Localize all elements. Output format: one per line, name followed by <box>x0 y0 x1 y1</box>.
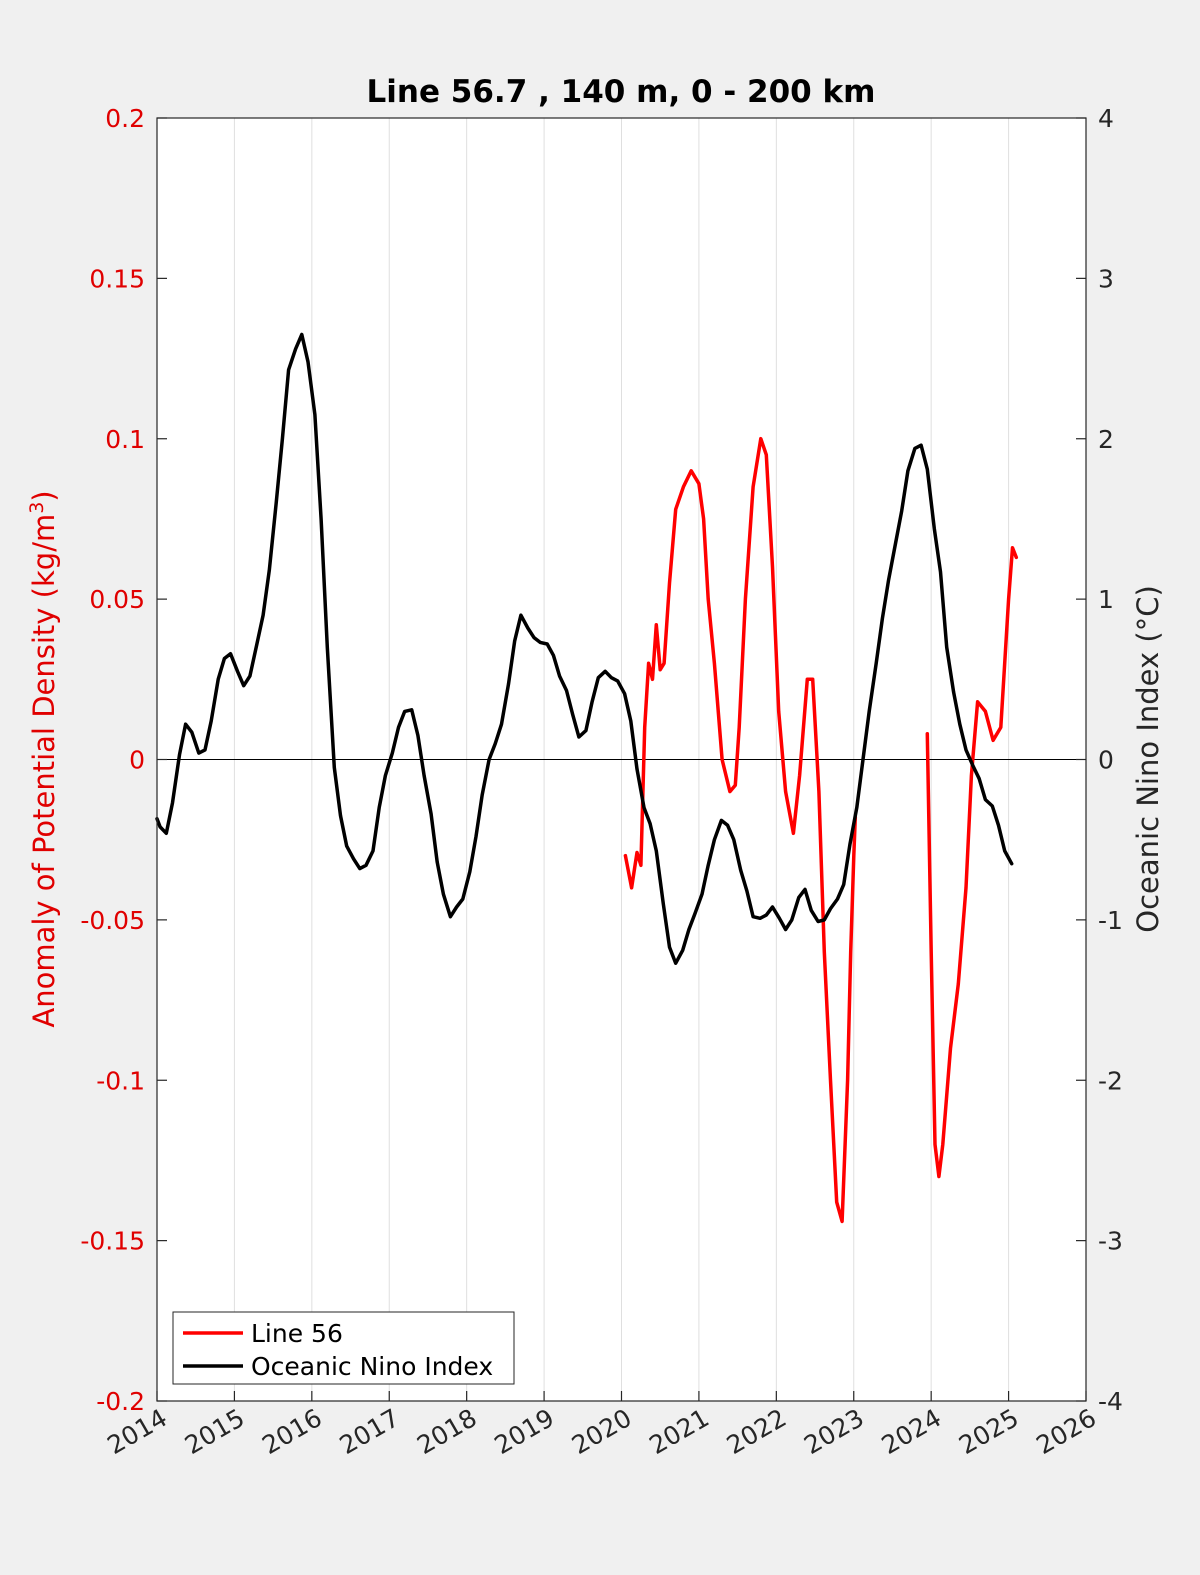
x-tick-label: 2018 <box>412 1403 482 1460</box>
y-left-axis-label-close: ) <box>27 490 61 501</box>
x-tick-label: 2025 <box>954 1403 1024 1460</box>
y-right-tick-label: -2 <box>1098 1066 1123 1095</box>
y-left-axis-label-superscript: 3 <box>26 502 48 514</box>
y-right-tick-label: 4 <box>1098 104 1114 133</box>
x-tick-label: 2026 <box>1031 1403 1101 1460</box>
y-left-tick-label: -0.2 <box>96 1387 145 1416</box>
y-left-tick-label: 0.05 <box>89 585 145 614</box>
legend-label-oceanic-nino-index: Oceanic Nino Index <box>251 1352 493 1381</box>
x-tick-label: 2023 <box>799 1403 869 1460</box>
y-right-tick-label: -4 <box>1098 1387 1123 1416</box>
x-tick-label: 2024 <box>877 1403 947 1460</box>
series-layer <box>155 332 1019 1224</box>
y-left-tick-label: -0.15 <box>80 1227 145 1256</box>
y-left-tick-label: -0.1 <box>96 1066 145 1095</box>
legend: Line 56 Oceanic Nino Index <box>172 1311 515 1385</box>
x-tick-label: 2016 <box>257 1403 327 1460</box>
legend-label-line-56: Line 56 <box>251 1319 343 1348</box>
x-tick-label: 2022 <box>722 1403 792 1460</box>
y-right-tick-label: -3 <box>1098 1227 1123 1256</box>
y-right-tick-label: -1 <box>1098 906 1123 935</box>
x-tick-label: 2021 <box>644 1403 714 1460</box>
x-tick-label: 2019 <box>489 1403 559 1460</box>
legend-box <box>172 1311 515 1385</box>
y-right-tick-label: 2 <box>1098 425 1114 454</box>
y-left-tick-label: -0.05 <box>80 906 145 935</box>
x-tick-label: 2020 <box>567 1403 637 1460</box>
y-right-tick-label: 0 <box>1098 746 1114 775</box>
series-line-line-56 <box>925 546 1019 1179</box>
y-left-tick-label: 0 <box>129 746 145 775</box>
y-left-axis-label: Anomaly of Potential Density (kg/m3) <box>26 490 61 1027</box>
chart-title: Line 56.7 , 140 m, 0 - 200 km <box>367 74 876 110</box>
y-left-tick-label: 0.2 <box>105 104 145 133</box>
series-line-oceanic-nino-index <box>155 332 1014 965</box>
y-right-tick-label: 1 <box>1098 585 1114 614</box>
x-tick-label: 2015 <box>180 1403 250 1460</box>
y-left-tick-label: 0.15 <box>89 264 145 293</box>
y-right-tick-label: 3 <box>1098 264 1114 293</box>
x-tick-label: 2017 <box>335 1403 405 1460</box>
y-left-tick-label: 0.1 <box>105 425 145 454</box>
y-left-axis-label-main: Anomaly of Potential Density (kg/m <box>27 514 61 1028</box>
series-line-line-56 <box>623 436 858 1224</box>
y-right-axis-label: Oceanic Nino Index (°C) <box>1131 585 1165 933</box>
